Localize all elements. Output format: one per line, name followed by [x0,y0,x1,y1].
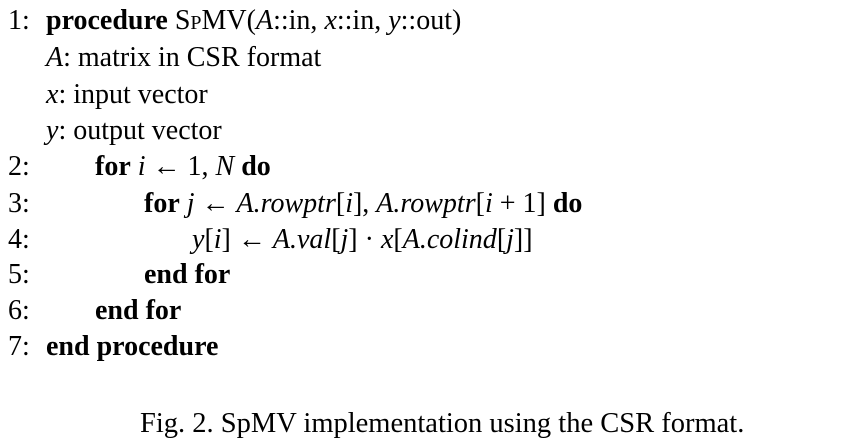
math-symbol: y [192,224,205,255]
math-symbol: x [380,224,394,255]
math-symbol: j [186,188,195,219]
line-number: 3: [8,188,30,219]
line-number: 4: [8,224,30,255]
math-symbol: A.val [272,224,332,255]
text-run: [ [335,188,346,219]
text-run: : input vector [58,79,208,110]
text-run: + 1] [492,188,553,219]
text-run: : output vector [58,115,222,146]
figure-caption: Fig. 2. SpMV implementation using the CS… [140,408,745,439]
line-content: end procedure [46,329,218,365]
text-run: ], [352,188,377,219]
text-run [168,5,175,36]
line-content: end for [144,257,230,293]
math-symbol: j [340,224,349,255]
line-content: y[i] ← A.val[j] · x[A.colind[j]] [192,222,533,258]
math-symbol: y [46,115,59,146]
keyword: procedure [46,5,168,36]
text-run: ::in, [336,5,389,36]
text-run: [ [393,224,403,255]
math-symbol: A.rowptr [376,188,476,219]
keyword: end for [144,259,231,290]
line-content: for j ← A.rowptr[i], A.rowptr[i + 1] do [144,186,582,222]
math-symbol: A [255,5,274,36]
keyword: do [552,188,583,219]
math-symbol: i [345,188,353,219]
line-content: A: matrix in CSR format [46,40,321,76]
procedure-name: SpMV [174,5,247,36]
text-run: [ [204,224,214,255]
math-symbol: j [506,224,514,255]
math-symbol: A [46,42,64,73]
text-run: ← 1, [145,151,216,182]
text-run: ] ← [221,224,273,255]
math-symbol: A.colind [402,224,497,255]
text-run: ← [194,188,237,219]
line-number: 6: [8,295,30,326]
math-symbol: N [215,151,235,182]
keyword: do [241,151,271,182]
line-number: 2: [8,151,30,182]
line-number: 7: [8,331,30,362]
math-symbol: x [46,79,59,110]
math-symbol: A.rowptr [236,188,336,219]
text-run [180,188,187,219]
keyword: end procedure [46,331,219,362]
math-symbol: i [213,224,222,255]
line-content: end for [95,293,181,329]
text-run: ] · [348,224,381,255]
text-run: ]] [513,224,533,255]
line-number: 5: [8,259,30,290]
keyword: for [95,151,131,182]
math-symbol: y [388,5,401,36]
math-symbol: i [137,151,146,182]
text-run: ( [246,5,256,36]
line-content: x: input vector [46,77,208,113]
text-run: [ [475,188,485,219]
line-content: y: output vector [46,113,222,149]
text-run [131,151,138,182]
keyword: for [144,188,180,219]
math-symbol: x [324,5,337,36]
line-number: 1: [8,5,30,36]
keyword: end for [95,295,182,326]
text-run: : matrix in CSR format [63,42,322,73]
text-run: [ [331,224,341,255]
text-run: ::out) [400,5,462,36]
line-content: procedure SpMV(A::in, x::in, y::out) [46,3,461,39]
line-content: for i ← 1, N do [95,149,271,185]
text-run: ::in, [273,5,325,36]
text-run: [ [496,224,507,255]
math-symbol: i [484,188,493,219]
